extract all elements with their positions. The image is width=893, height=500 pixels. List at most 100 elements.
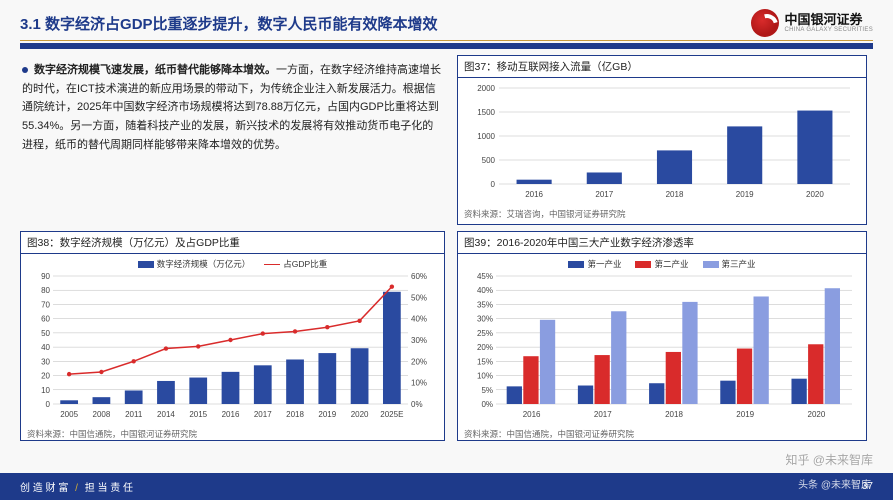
chart38-body: 数字经济规模（万亿元） 占GDP比重 0 10 20 30 40 50 60 70 80 90 0%… bbox=[21, 254, 444, 426]
svg-text:70: 70 bbox=[41, 300, 50, 309]
svg-text:35%: 35% bbox=[477, 300, 493, 309]
svg-text:50: 50 bbox=[41, 329, 50, 338]
svg-text:90: 90 bbox=[41, 272, 50, 281]
slide-header: 3.1 数字经济占GDP比重逐步提升，数字人民币能有效降本增效 中国银河证券 C… bbox=[0, 0, 893, 40]
svg-text:0%: 0% bbox=[481, 400, 493, 409]
watermark-toutiao: 头条 @未来智库 bbox=[798, 476, 871, 491]
svg-text:2019: 2019 bbox=[736, 190, 754, 199]
slash-icon: / bbox=[75, 483, 78, 494]
svg-text:2016: 2016 bbox=[525, 190, 543, 199]
svg-text:0: 0 bbox=[491, 180, 496, 189]
logo-cn: 中国银河证券 bbox=[785, 13, 873, 27]
svg-text:2020: 2020 bbox=[808, 410, 826, 419]
svg-text:2020: 2020 bbox=[806, 190, 824, 199]
svg-text:10%: 10% bbox=[411, 379, 427, 388]
logo-en: CHINA GALAXY SECURITIES bbox=[785, 27, 873, 34]
galaxy-logo-icon bbox=[751, 9, 779, 37]
svg-text:50%: 50% bbox=[411, 293, 427, 302]
content-grid: 数字经济规模飞速发展，纸币替代能够降本增效。一方面，在数字经济维持高速增长的时代… bbox=[0, 55, 893, 441]
legend-label: 第一产业 bbox=[587, 258, 621, 270]
swatch bbox=[635, 261, 651, 268]
svg-text:40: 40 bbox=[41, 343, 50, 352]
chart37-svg: 050010001500200020162017201820192020 bbox=[464, 82, 860, 202]
svg-text:2014: 2014 bbox=[157, 410, 175, 419]
svg-text:80: 80 bbox=[41, 286, 50, 295]
svg-text:2017: 2017 bbox=[254, 410, 272, 419]
svg-text:2016: 2016 bbox=[222, 410, 240, 419]
legend-bar: 数字经济规模（万亿元） bbox=[138, 258, 251, 270]
chart39-svg: 0% 5% 10% 15% 20% 25% 30% 35% 40% 45% 2016 2017 2018… bbox=[464, 272, 860, 422]
svg-text:0: 0 bbox=[46, 400, 51, 409]
chart38-svg: 01020304050607080900%10%20%30%40%50%60%2… bbox=[27, 272, 438, 422]
motto-b: 担 当 责 任 bbox=[85, 483, 133, 494]
legend-bar-label: 数字经济规模（万亿元） bbox=[157, 258, 251, 270]
svg-text:25%: 25% bbox=[477, 329, 493, 338]
chart38-source: 资料来源：中国信通院，中国银河证券研究院 bbox=[21, 426, 444, 442]
footer-motto: 创 造 财 富 / 担 当 责 任 bbox=[20, 479, 133, 494]
body-paragraph: 数字经济规模飞速发展，纸币替代能够降本增效。一方面，在数字经济维持高速增长的时代… bbox=[20, 55, 445, 225]
gold-underline bbox=[20, 40, 873, 41]
chart39-legend: 第一产业 第二产业 第三产业 bbox=[464, 258, 860, 270]
legend-item: 第一产业 bbox=[568, 258, 621, 270]
watermark-zhihu: 知乎 @未来智库 bbox=[785, 451, 873, 468]
svg-text:10: 10 bbox=[41, 386, 50, 395]
svg-text:20: 20 bbox=[41, 372, 50, 381]
motto-a: 创 造 财 富 bbox=[20, 483, 68, 494]
svg-text:2017: 2017 bbox=[594, 410, 612, 419]
svg-text:30%: 30% bbox=[477, 315, 493, 324]
chart37-source: 资料来源：艾瑞咨询，中国银河证券研究院 bbox=[458, 206, 866, 222]
lead-sentence: 数字经济规模飞速发展，纸币替代能够降本增效。 bbox=[34, 64, 276, 76]
svg-text:1500: 1500 bbox=[477, 108, 495, 117]
legend-line-label: 占GDP比重 bbox=[283, 258, 327, 270]
svg-text:2000: 2000 bbox=[477, 84, 495, 93]
svg-text:2019: 2019 bbox=[736, 410, 754, 419]
swatch bbox=[568, 261, 584, 268]
legend-label: 第三产业 bbox=[722, 258, 756, 270]
chart39-body: 第一产业 第二产业 第三产业 0% 5% 10% 15% 20% 25% 30% 35% 40% 45… bbox=[458, 254, 866, 426]
svg-text:10%: 10% bbox=[477, 372, 493, 381]
legend-item: 第三产业 bbox=[703, 258, 756, 270]
svg-text:15%: 15% bbox=[477, 357, 493, 366]
chart39-title: 图39：2016-2020年中国三大产业数字经济渗透率 bbox=[458, 232, 866, 254]
svg-text:2018: 2018 bbox=[665, 410, 683, 419]
svg-text:2020: 2020 bbox=[351, 410, 369, 419]
svg-text:2011: 2011 bbox=[125, 410, 143, 419]
chart38-box: 图38：数字经济规模（万亿元）及占GDP比重 数字经济规模（万亿元） 占GDP比… bbox=[20, 231, 445, 441]
svg-text:30%: 30% bbox=[411, 336, 427, 345]
chart39-box: 图39：2016-2020年中国三大产业数字经济渗透率 第一产业 第二产业 第三产业… bbox=[457, 231, 867, 441]
svg-text:2018: 2018 bbox=[666, 190, 684, 199]
title-text: 数字经济占GDP比重逐步提升，数字人民币能有效降本增效 bbox=[45, 16, 438, 33]
legend-item: 第二产业 bbox=[635, 258, 688, 270]
svg-text:60: 60 bbox=[41, 315, 50, 324]
section-number: 3.1 bbox=[20, 16, 41, 33]
body-content: 一方面，在数字经济维持高速增长的时代，在ICT技术演进的新应用场景的带动下，为传… bbox=[22, 64, 441, 151]
swatch-line bbox=[264, 264, 280, 265]
svg-text:45%: 45% bbox=[477, 272, 493, 281]
svg-text:2018: 2018 bbox=[286, 410, 304, 419]
swatch bbox=[703, 261, 719, 268]
svg-text:2016: 2016 bbox=[523, 410, 541, 419]
legend-line: 占GDP比重 bbox=[264, 258, 327, 270]
svg-text:40%: 40% bbox=[411, 315, 427, 324]
svg-text:5%: 5% bbox=[481, 386, 493, 395]
svg-text:2008: 2008 bbox=[93, 410, 111, 419]
chart37-body: 050010001500200020162017201820192020 bbox=[458, 78, 866, 206]
svg-text:60%: 60% bbox=[411, 272, 427, 281]
svg-text:30: 30 bbox=[41, 357, 50, 366]
chart38-legend: 数字经济规模（万亿元） 占GDP比重 bbox=[27, 258, 438, 270]
svg-text:40%: 40% bbox=[477, 286, 493, 295]
chart39-source: 资料来源：中国信通院，中国银河证券研究院 bbox=[458, 426, 866, 442]
svg-text:500: 500 bbox=[482, 156, 496, 165]
swatch-bar bbox=[138, 261, 154, 268]
svg-text:20%: 20% bbox=[477, 343, 493, 352]
svg-text:2005: 2005 bbox=[60, 410, 78, 419]
svg-text:2017: 2017 bbox=[595, 190, 613, 199]
company-logo: 中国银河证券 CHINA GALAXY SECURITIES bbox=[751, 9, 873, 37]
section-title: 3.1 数字经济占GDP比重逐步提升，数字人民币能有效降本增效 bbox=[20, 13, 438, 34]
chart37-title: 图37：移动互联网接入流量（亿GB） bbox=[458, 56, 866, 78]
chart37-box: 图37：移动互联网接入流量（亿GB） 050010001500200020162… bbox=[457, 55, 867, 225]
bullet-icon bbox=[22, 67, 28, 73]
svg-text:2015: 2015 bbox=[189, 410, 207, 419]
logo-text: 中国银河证券 CHINA GALAXY SECURITIES bbox=[785, 13, 873, 34]
svg-text:0%: 0% bbox=[411, 400, 423, 409]
